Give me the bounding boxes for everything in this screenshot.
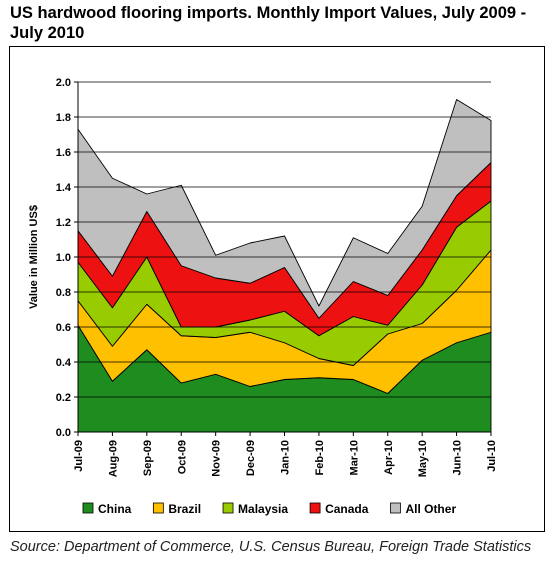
y-tick-label: 0.0 bbox=[56, 427, 71, 439]
legend-swatch bbox=[152, 502, 164, 514]
y-tick-label: 0.8 bbox=[56, 287, 71, 299]
y-tick-label: 0.6 bbox=[56, 322, 71, 334]
legend-item-all-other: All Other bbox=[390, 502, 456, 516]
x-tick-label: Sep-09 bbox=[142, 440, 154, 476]
legend-label: All Other bbox=[405, 502, 456, 516]
x-tick-label: Jul-09 bbox=[73, 440, 85, 472]
x-tick-label: May-10 bbox=[417, 440, 429, 477]
y-tick-label: 1.8 bbox=[56, 112, 71, 124]
y-tick-label: 1.4 bbox=[56, 182, 72, 194]
legend-item-china: China bbox=[82, 502, 132, 516]
x-tick-label: Dec-09 bbox=[245, 440, 257, 476]
y-tick-label: 1.0 bbox=[56, 252, 71, 264]
y-axis-label: Value in Million US$ bbox=[28, 205, 40, 309]
y-tick-label: 0.4 bbox=[56, 357, 72, 369]
legend-label: Brazil bbox=[168, 502, 201, 516]
source-note: Source: Department of Commerce, U.S. Cen… bbox=[10, 539, 532, 555]
legend-item-canada: Canada bbox=[309, 502, 369, 516]
x-tick-label: Mar-10 bbox=[348, 440, 360, 475]
legend-swatch bbox=[309, 502, 321, 514]
legend-label: China bbox=[98, 502, 132, 516]
legend-item-malaysia: Malaysia bbox=[222, 502, 288, 516]
legend-swatch bbox=[82, 502, 94, 514]
legend-label: Canada bbox=[325, 502, 369, 516]
legend-swatch bbox=[222, 502, 234, 514]
chart-title: US hardwood flooring imports. Monthly Im… bbox=[10, 4, 527, 42]
x-tick-label: Jan-10 bbox=[280, 440, 292, 475]
legend-label: Malaysia bbox=[238, 502, 288, 516]
y-tick-label: 1.2 bbox=[56, 217, 71, 229]
y-tick-label: 2.0 bbox=[56, 77, 71, 89]
legend-item-brazil: Brazil bbox=[152, 502, 201, 516]
x-tick-label: Jun-10 bbox=[452, 440, 464, 475]
y-tick-label: 0.2 bbox=[56, 392, 71, 404]
x-tick-label: Jul-10 bbox=[486, 440, 498, 472]
legend-swatch bbox=[390, 502, 401, 514]
x-tick-label: Feb-10 bbox=[314, 440, 326, 475]
chart-frame: 0.0 0.2 0.4 0.6 0.8 1.0 1.2 1.4 1.6 1.8 2.0 Jul-09… bbox=[9, 46, 545, 532]
x-tick-label: Oct-09 bbox=[176, 440, 188, 474]
x-tick-label: Aug-09 bbox=[107, 440, 119, 477]
y-tick-label: 1.6 bbox=[56, 147, 71, 159]
area-all-other bbox=[77, 99, 492, 319]
stacked-area-chart: 0.0 0.2 0.4 0.6 0.8 1.0 1.2 1.4 1.6 1.8 2.0 Jul-09… bbox=[28, 77, 498, 516]
x-tick-label: Apr-10 bbox=[383, 440, 395, 475]
x-tick-label: Nov-09 bbox=[211, 440, 223, 477]
